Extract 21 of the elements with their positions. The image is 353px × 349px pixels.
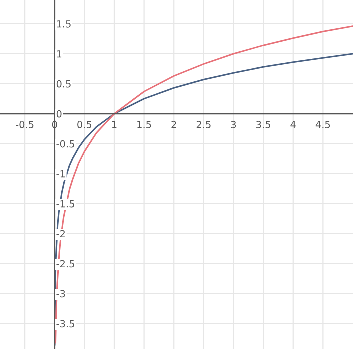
y-tick-label: -2.5 (56, 260, 74, 268)
x-tick-label: 4.5 (316, 121, 330, 128)
x-tick-label: 3 (231, 121, 236, 128)
x-tick-label: 2 (172, 121, 176, 128)
y-tick-label: -3.5 (56, 320, 74, 328)
x-tick-label: 1.5 (138, 121, 152, 128)
y-tick-label: -1.5 (56, 200, 74, 208)
y-tick-label: 1.5 (57, 20, 71, 28)
x-tick-label: 4 (290, 121, 296, 128)
x-tick-label: 0.5 (78, 121, 92, 128)
y-tick-label: 0 (56, 110, 62, 118)
y-tick-label: -1 (56, 170, 66, 178)
y-tick-label: -0.5 (56, 140, 74, 148)
x-tick-label: 1 (112, 121, 117, 128)
x-tick-label: 2.5 (196, 121, 211, 128)
y-tick-label: -2 (56, 230, 65, 238)
x-tick-label: -0.5 (16, 121, 34, 128)
x-tick-label: 3.5 (256, 121, 270, 128)
y-tick-label: 1 (57, 50, 62, 58)
y-tick-label: 0.5 (56, 80, 71, 88)
y-tick-label: -3 (56, 290, 66, 298)
